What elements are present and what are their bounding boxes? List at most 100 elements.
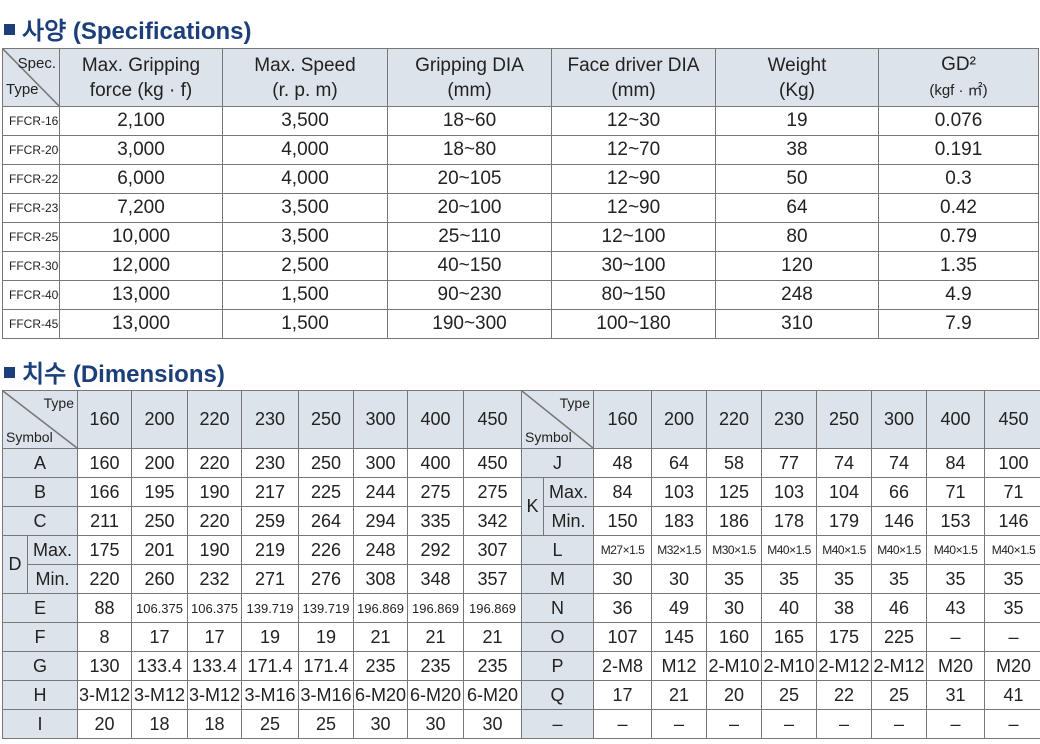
dim-value-cell: 307 [463, 535, 522, 565]
header-gripping-force: Max. Gripping force (kg · f) [59, 48, 223, 107]
dim-value-cell: – [926, 622, 985, 652]
type-header-cell: 400 [926, 390, 985, 449]
dim-row: E 88 106.375 106.375 139.719 139.719 196.869 19… [2, 593, 1040, 623]
symbol-F-label: F [2, 622, 78, 652]
dim-value-cell: 18 [187, 709, 242, 739]
header-face-driver-dia: Face driver DIA (mm) [551, 48, 716, 107]
dim-value-cell: – [706, 709, 762, 739]
left-corner-top: Type [43, 395, 74, 411]
dim-value-cell: 17 [187, 622, 242, 652]
spec-value-cell: 18~80 [387, 135, 552, 165]
dim-value-cell: 146 [984, 506, 1040, 536]
symbol-H-label: H [2, 680, 78, 710]
dim-value-cell: 43 [926, 593, 985, 623]
spec-value-cell: 38 [715, 135, 879, 165]
dim-value-cell: 276 [298, 564, 354, 594]
dim-value-cell: 40 [761, 593, 817, 623]
spec-value-cell: 4,000 [222, 164, 388, 194]
dim-value-cell: 84 [926, 448, 985, 478]
dim-value-cell: 30 [706, 593, 762, 623]
spec-value-cell: 90~230 [387, 280, 552, 310]
dim-value-cell: 17 [593, 680, 652, 710]
dim-value-cell: 100 [984, 448, 1040, 478]
dim-value-cell: 21 [407, 622, 464, 652]
dim-value-cell: 25 [298, 709, 354, 739]
specifications-title: 사양 (Specifications) [4, 11, 252, 46]
dim-value-cell: – [651, 709, 707, 739]
dim-value-cell: – [984, 709, 1040, 739]
dim-value-cell: 225 [871, 622, 927, 652]
square-bullet-icon [4, 367, 15, 379]
dim-value-cell: 292 [407, 535, 464, 565]
dim-row: B 166 195 190 217 225 244 275 275 K Max. 84 103 125 10… [2, 477, 1040, 536]
dim-value-cell: M27×1.5 [593, 535, 652, 565]
dim-value-cell: 200 [131, 448, 188, 478]
symbol-O-label: O [521, 622, 594, 652]
dim-value-cell: 35 [926, 564, 985, 594]
spec-value-cell: 25~110 [387, 222, 552, 252]
spec-value-cell: 0.076 [878, 106, 1039, 136]
spec-type-cell: FFCR-220 [2, 164, 60, 194]
dim-value-cell: 107 [593, 622, 652, 652]
dim-value-cell: 220 [187, 506, 242, 536]
header-weight: Weight (Kg) [715, 48, 879, 107]
dim-value-cell: 35 [816, 564, 872, 594]
header-gripping-dia: Gripping DIA (mm) [387, 48, 552, 107]
dim-value-cell: 186 [706, 506, 762, 536]
spec-row: FFCR-400 13,000 1,500 90~230 80~150 248 4.9 [2, 280, 1039, 310]
spec-value-cell: 12~70 [551, 135, 716, 165]
dim-value-cell: 165 [761, 622, 817, 652]
dim-value-cell: 30 [593, 564, 652, 594]
spec-value-cell: 1.35 [878, 251, 1039, 281]
spec-row: FFCR-300 12,000 2,500 40~150 30~100 120 1.35 [2, 251, 1039, 281]
dim-value-cell: 106.375 [187, 593, 242, 623]
dim-value-cell: 153 [926, 506, 985, 536]
type-header-cell: 450 [984, 390, 1040, 449]
dim-value-cell: 226 [298, 535, 354, 565]
dim-value-cell: 201 [131, 535, 188, 565]
dim-value-cell: 71 [984, 477, 1040, 507]
dim-row: D Max. 175 201 190 219 226 248 292 307 L M27×1.5 M32… [2, 535, 1040, 594]
dim-value-cell: M40×1.5 [926, 535, 985, 565]
spec-type-cell: FFCR-300 [2, 251, 60, 281]
spec-value-cell: 3,500 [222, 222, 388, 252]
symbol-dash-label: – [521, 709, 594, 739]
dim-row: C 211 250 220 259 264 294 335 342 Min. 150 183 186 17… [2, 506, 1040, 536]
dim-value-cell: 74 [816, 448, 872, 478]
dim-value-cell: 260 [131, 564, 188, 594]
spec-value-cell: 12~30 [551, 106, 716, 136]
type-header-cell: 200 [651, 390, 707, 449]
dim-value-cell: 48 [593, 448, 652, 478]
dim-value-cell: 219 [241, 535, 299, 565]
dim-value-cell: 64 [651, 448, 707, 478]
dim-value-cell: 2-M8 [593, 651, 652, 681]
spec-row: FFCR-230 7,200 3,500 20~100 12~90 64 0.42 [2, 193, 1039, 223]
dim-value-cell: 133.4 [131, 651, 188, 681]
dim-value-cell: – [816, 709, 872, 739]
spec-value-cell: 80~150 [551, 280, 716, 310]
type-header-cell: 400 [407, 390, 464, 449]
spec-type-cell: FFCR-250 [2, 222, 60, 252]
spec-value-cell: 0.42 [878, 193, 1039, 223]
dim-value-cell: 196.869 [407, 593, 464, 623]
dim-value-cell: 66 [871, 477, 927, 507]
spec-value-cell: 3,000 [59, 135, 223, 165]
dim-value-cell: 3-M16 [298, 680, 354, 710]
symbol-M-label: M [521, 564, 594, 594]
symbol-P-label: P [521, 651, 594, 681]
dim-value-cell: M20 [984, 651, 1040, 681]
dim-value-cell: 3-M16 [241, 680, 299, 710]
spec-value-cell: 310 [715, 309, 879, 339]
spec-value-cell: 0.79 [878, 222, 1039, 252]
dim-value-cell: 49 [651, 593, 707, 623]
dim-value-cell: 30 [651, 564, 707, 594]
dim-value-cell: 244 [353, 477, 408, 507]
dim-value-cell: 6-M20 [463, 680, 522, 710]
type-header-cell: 230 [241, 390, 299, 449]
symbol-E-label: E [2, 593, 78, 623]
dim-value-cell: 103 [651, 477, 707, 507]
dim-value-cell: 250 [298, 448, 354, 478]
dim-value-cell: 35 [984, 564, 1040, 594]
dim-value-cell: 2-M12 [816, 651, 872, 681]
symbol-K-min-label: Min. [543, 506, 594, 536]
